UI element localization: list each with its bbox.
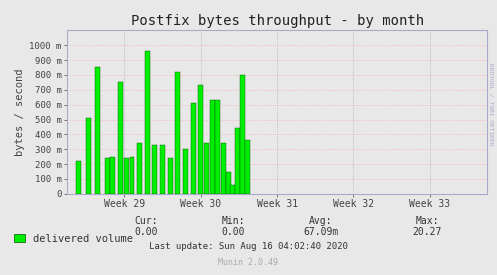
Bar	[226, 172, 231, 194]
Text: Last update: Sun Aug 16 04:02:40 2020: Last update: Sun Aug 16 04:02:40 2020	[149, 242, 348, 251]
Bar	[145, 51, 150, 194]
Bar	[130, 157, 135, 194]
Bar	[240, 75, 245, 194]
Text: Min:: Min:	[222, 216, 246, 226]
Bar	[137, 143, 142, 194]
Bar	[175, 72, 180, 194]
Bar	[124, 158, 129, 194]
Bar	[198, 85, 203, 194]
Bar	[210, 100, 215, 194]
Bar	[245, 140, 250, 194]
Bar	[221, 143, 226, 194]
Bar	[85, 118, 90, 194]
Text: 0.00: 0.00	[222, 227, 246, 237]
Bar	[235, 128, 240, 194]
Bar	[167, 158, 172, 194]
Text: 67.09m: 67.09m	[303, 227, 338, 237]
Bar	[215, 100, 220, 194]
Text: Munin 2.0.49: Munin 2.0.49	[219, 258, 278, 267]
Bar	[110, 157, 115, 194]
Bar	[191, 103, 195, 194]
Text: Max:: Max:	[415, 216, 439, 226]
Bar	[230, 185, 235, 194]
Bar	[95, 67, 100, 194]
Bar	[183, 149, 188, 194]
Bar	[204, 143, 209, 194]
Title: Postfix bytes throughput - by month: Postfix bytes throughput - by month	[131, 14, 423, 28]
Bar	[76, 161, 81, 194]
Bar	[153, 145, 158, 194]
Text: Cur:: Cur:	[135, 216, 159, 226]
Text: 20.27: 20.27	[413, 227, 442, 237]
Text: RRDTOOL / TOBI OETIKER: RRDTOOL / TOBI OETIKER	[489, 63, 494, 146]
Bar	[118, 82, 123, 194]
Bar	[105, 158, 110, 194]
Y-axis label: bytes / second: bytes / second	[15, 68, 25, 156]
Text: Avg:: Avg:	[309, 216, 332, 226]
Legend: delivered volume: delivered volume	[10, 229, 137, 248]
Bar	[160, 145, 165, 194]
Text: 0.00: 0.00	[135, 227, 159, 237]
